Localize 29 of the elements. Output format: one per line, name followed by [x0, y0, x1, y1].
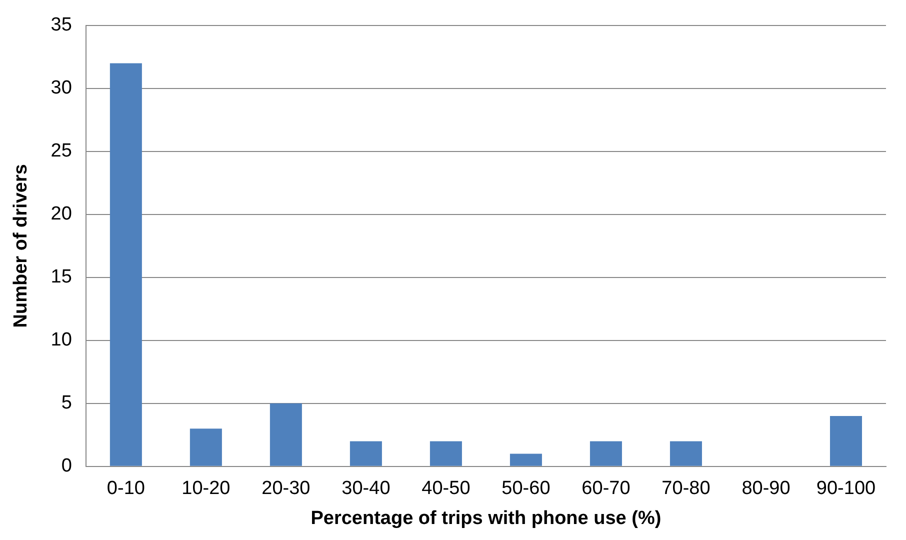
bar: [590, 441, 622, 466]
bar: [190, 428, 222, 466]
y-tick-label: 15: [50, 266, 72, 288]
bar: [430, 441, 462, 466]
x-tick-label: 0-10: [106, 478, 145, 500]
x-axis-title: Percentage of trips with phone use (%): [310, 508, 662, 529]
bar: [350, 441, 382, 466]
x-tick-label: 20-30: [262, 478, 310, 500]
bar: [510, 454, 542, 466]
x-tick-label: 80-90: [742, 478, 790, 500]
bar: [270, 403, 302, 466]
y-tick-label: 5: [61, 392, 72, 414]
x-tick-label: 40-50: [422, 478, 470, 500]
x-tick-label: 50-60: [502, 478, 550, 500]
y-tick-label: 35: [50, 14, 72, 36]
x-tick-label: 60-70: [582, 478, 630, 500]
x-tick-label: 30-40: [342, 478, 390, 500]
y-tick-label: 25: [50, 140, 72, 162]
x-tick-label: 10-20: [182, 478, 230, 500]
bar: [670, 441, 702, 466]
y-tick-label: 10: [50, 330, 72, 351]
x-tick-label: 70-80: [662, 478, 710, 500]
bar: [830, 416, 862, 466]
y-tick-label: 0: [61, 456, 72, 477]
x-tick-label: 90-100: [816, 478, 876, 500]
y-tick-label: 20: [50, 204, 72, 225]
y-axis-title: Number of drivers: [10, 164, 32, 328]
bar: [110, 63, 142, 466]
y-tick-label: 30: [50, 78, 72, 99]
